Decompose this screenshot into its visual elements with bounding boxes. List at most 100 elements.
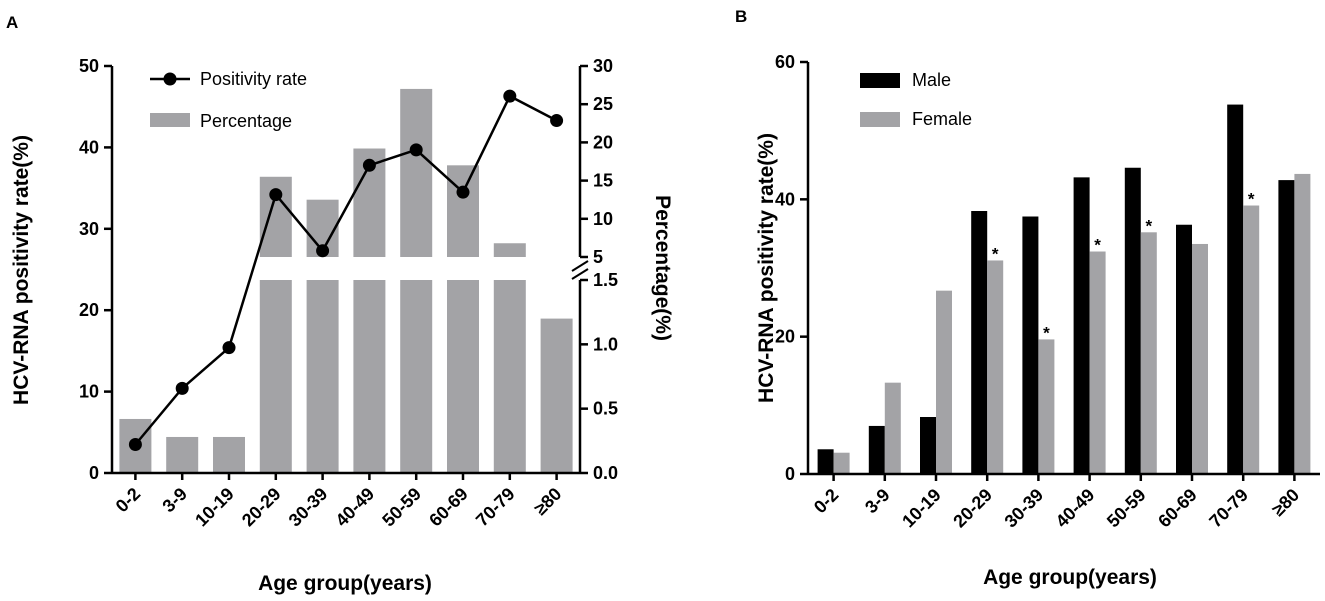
percentage-bar-lower <box>493 280 526 473</box>
male-bar <box>1278 180 1295 474</box>
panel-a-legend-bar-label: Percentage <box>200 111 292 131</box>
significance-marker: * <box>1094 236 1101 255</box>
left-y-tick-label: 40 <box>79 137 99 157</box>
x-tick-label: 70-79 <box>472 484 519 531</box>
female-bar <box>1038 339 1055 474</box>
positivity-rate-point <box>128 438 142 452</box>
legend-bar-swatch <box>150 113 190 127</box>
male-bar <box>1124 167 1141 474</box>
positivity-rate-point <box>222 341 236 355</box>
positivity-rate-point <box>175 381 189 395</box>
panel-b-x-axis-title: Age group(years) <box>983 566 1157 589</box>
left-y-tick-label: 10 <box>79 382 99 402</box>
percentage-bar-lower <box>259 280 292 473</box>
percentage-bar-upper <box>447 165 479 257</box>
panel-a-chart: 0 10 20 30 40 50 0-2 3-9 10-19 20-29 30-39 40-49 50-… <box>79 56 618 530</box>
male-bar <box>1022 216 1039 474</box>
percentage-bar-lower <box>306 280 339 473</box>
right-y-tick-label: 10 <box>593 209 613 229</box>
legend-female-swatch <box>860 112 900 127</box>
male-bar <box>920 417 936 474</box>
axis-break-mark <box>571 260 589 272</box>
female-bar <box>833 452 850 474</box>
male-bar <box>868 425 885 474</box>
positivity-rate-point <box>269 188 283 202</box>
axis-break-mark <box>571 268 589 280</box>
x-tick-label: 50-59 <box>378 484 425 531</box>
x-tick-label: 60-69 <box>425 484 472 531</box>
x-tick-label: ≥80 <box>1268 485 1303 520</box>
x-tick-label: 60-69 <box>1154 485 1201 532</box>
x-tick-label: 10-19 <box>191 484 238 531</box>
right-y-tick-label: 1.5 <box>593 270 618 290</box>
female-bar <box>1294 173 1311 474</box>
panel-a-letter: A <box>6 13 18 32</box>
significance-marker: * <box>992 244 999 263</box>
female-bar <box>1140 232 1157 474</box>
legend-male-swatch <box>860 73 900 88</box>
right-y-tick-label: 0.5 <box>593 399 618 419</box>
percentage-bar <box>540 318 573 473</box>
female-bar <box>1192 243 1208 474</box>
panel-b-y-axis-title: HCV-RNA positivity rate(%) <box>755 133 778 403</box>
left-y-tick-label: 20 <box>79 300 99 320</box>
positivity-rate-point <box>456 185 470 199</box>
female-bar <box>1243 205 1260 474</box>
x-tick-label: 40-49 <box>1052 485 1099 532</box>
x-tick-label: 3-9 <box>861 485 894 518</box>
panel-b-legend-female-label: Female <box>912 109 972 129</box>
left-y-tick-label: 30 <box>79 219 99 239</box>
female-bar <box>987 260 1004 474</box>
panel-b-chart: * * * * * 0 20 40 60 0-2 3-9 10-19 20-29 30-39 40-49 50… <box>775 52 1320 531</box>
male-bar <box>817 449 834 474</box>
right-y-tick-label: 20 <box>593 132 613 152</box>
x-tick-label: 10-19 <box>898 485 945 532</box>
significance-marker: * <box>1248 190 1255 209</box>
panel-a-x-axis-title: Age group(years) <box>258 572 432 595</box>
x-tick-label: 20-29 <box>238 484 285 531</box>
percentage-bar-lower <box>447 280 479 473</box>
right-y-tick-label: 30 <box>593 56 613 76</box>
x-tick-label: ≥80 <box>530 484 565 519</box>
significance-marker: * <box>1043 323 1050 342</box>
percentage-bar-lower <box>353 280 386 473</box>
x-tick-label: 50-59 <box>1103 485 1150 532</box>
percentage-bar-upper <box>400 88 433 257</box>
male-bar <box>1176 224 1192 474</box>
panel-a-right-y-axis-title: Percentage(%) <box>651 195 674 341</box>
y-tick-label: 20 <box>775 327 795 347</box>
significance-marker: * <box>1145 216 1152 235</box>
percentage-bar-upper <box>493 243 526 257</box>
y-tick-label: 0 <box>785 464 795 484</box>
panel-a-left-y-axis-title: HCV-RNA positivity rate(%) <box>10 135 33 405</box>
percentage-bar <box>213 436 245 473</box>
x-tick-label: 30-39 <box>285 484 332 531</box>
panel-b-legend-male-label: Male <box>912 70 951 90</box>
y-tick-label: 40 <box>775 189 795 209</box>
legend-point-symbol <box>163 72 177 86</box>
female-bar <box>1089 251 1106 474</box>
male-bar <box>1073 177 1090 475</box>
right-y-tick-label: 15 <box>593 171 613 191</box>
x-tick-label: 3-9 <box>158 484 191 517</box>
right-y-tick-label: 1.0 <box>593 334 618 354</box>
percentage-bar-lower <box>400 280 433 473</box>
x-tick-label: 30-39 <box>1001 485 1048 532</box>
female-bar <box>884 382 901 474</box>
x-tick-label: 40-49 <box>332 484 379 531</box>
positivity-rate-point <box>550 114 564 128</box>
panel-b-letter: B <box>735 7 747 26</box>
left-y-tick-label: 50 <box>79 56 99 76</box>
male-bar <box>1227 104 1244 474</box>
female-bar <box>936 290 952 474</box>
left-y-tick-label: 0 <box>89 463 99 483</box>
x-tick-label: 0-2 <box>112 484 145 517</box>
positivity-rate-point <box>409 143 423 157</box>
positivity-rate-point <box>503 89 517 103</box>
positivity-rate-point <box>316 244 330 258</box>
positivity-rate-line <box>134 94 558 446</box>
x-tick-label: 70-79 <box>1205 485 1252 532</box>
x-tick-label: 0-2 <box>810 485 843 518</box>
y-tick-label: 60 <box>775 52 795 72</box>
